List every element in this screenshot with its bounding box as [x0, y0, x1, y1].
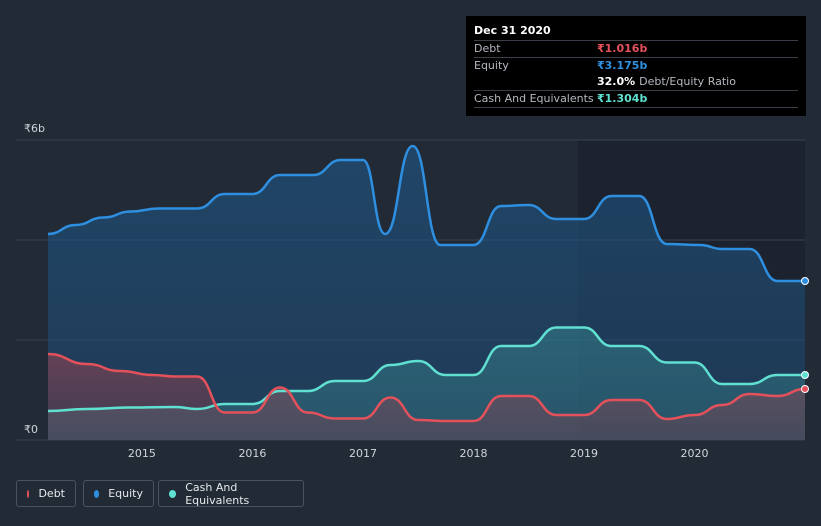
debt-dot-icon: [27, 489, 30, 498]
equity-line: [47, 144, 805, 283]
end-markers: [801, 277, 809, 393]
debt-end-marker: [801, 385, 809, 393]
debt-line: [47, 352, 806, 423]
x-tick-label: 2019: [570, 447, 598, 460]
equity-dot-icon: [94, 489, 100, 498]
y-tick-label: ₹0: [24, 423, 38, 436]
tooltip-debt-row: Debt ₹1.016b: [474, 40, 798, 57]
tooltip-cash-label: Cash And Equivalents: [474, 92, 594, 105]
legend-debt-label: Debt: [38, 487, 65, 500]
tooltip-debt-value: ₹1.016b: [597, 42, 648, 55]
x-tick-label: 2017: [349, 447, 377, 460]
debt-area: [48, 354, 805, 440]
cash-line: [47, 326, 805, 413]
tooltip-equity-row: Equity ₹3.175b: [474, 57, 798, 74]
x-tick-label: 2018: [459, 447, 487, 460]
data-tooltip: Dec 31 2020 Debt ₹1.016b Equity ₹3.175b …: [466, 16, 806, 116]
y-axis-ticks: ₹6b ₹0: [24, 122, 45, 436]
tooltip-ratio-label: Debt/Equity Ratio: [639, 75, 736, 88]
cash-dot-icon: [169, 489, 177, 498]
y-tick-label: ₹6b: [24, 122, 45, 135]
legend-equity[interactable]: Equity: [83, 480, 154, 507]
x-tick-label: 2015: [128, 447, 156, 460]
tooltip-cash-row: Cash And Equivalents ₹1.304b: [474, 90, 798, 108]
x-tick-label: 2016: [238, 447, 266, 460]
cash-end-marker: [801, 371, 809, 379]
x-axis-ticks: 2015 2016 2017 2018 2019 2020: [128, 447, 709, 460]
equity-end-marker: [801, 277, 809, 285]
legend-equity-label: Equity: [108, 487, 143, 500]
tooltip-cash-value: ₹1.304b: [597, 92, 648, 105]
legend-cash-label: Cash And Equivalents: [185, 480, 250, 507]
series-areas: [48, 146, 805, 440]
series-lines: [47, 144, 806, 423]
legend-cash[interactable]: Cash And Equivalents: [158, 480, 304, 507]
x-tick-label: 2020: [680, 447, 708, 460]
tooltip-ratio-row: 32.0% Debt/Equity Ratio: [474, 74, 798, 90]
tooltip-equity-label: Equity: [474, 59, 509, 72]
legend-debt[interactable]: Debt: [16, 480, 76, 507]
tooltip-debt-label: Debt: [474, 42, 501, 55]
tooltip-date: Dec 31 2020: [474, 24, 551, 37]
tooltip-ratio-value: 32.0%: [597, 75, 636, 88]
tooltip-equity-value: ₹3.175b: [597, 59, 648, 72]
